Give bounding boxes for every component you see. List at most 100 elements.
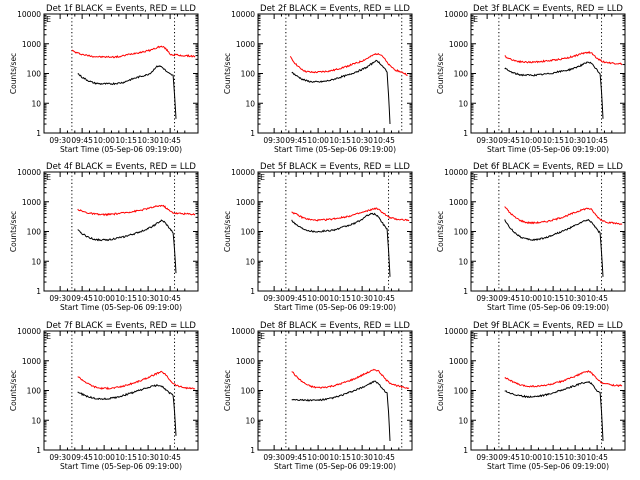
lld-series-line — [291, 207, 410, 222]
events-series-line — [504, 61, 604, 119]
x-tick-label: 10:00 — [93, 136, 115, 145]
lld-series-line — [291, 368, 410, 390]
detector-panel-7: Det 7f BLACK = Events, RED = LLD 1 10 100 10… — [9, 321, 199, 471]
events-series-line — [77, 65, 177, 119]
x-tick-label: 09:45 — [498, 453, 520, 462]
detector-panel-8: Det 8f BLACK = Events, RED = LLD 1 10 100 10… — [223, 321, 413, 471]
events-series-line — [504, 218, 604, 277]
x-tick-label: 10:30 — [137, 136, 159, 145]
x-axis-label: Start Time (05-Sep-06 09:19:00) — [274, 462, 396, 471]
flag-label: E — [473, 173, 478, 182]
x-tick-label: 09:45 — [285, 136, 307, 145]
x-axis-label: Start Time (05-Sep-06 09:19:00) — [60, 303, 182, 312]
y-tick-label: 1000 — [449, 40, 468, 49]
y-tick-label: 10000 — [231, 327, 255, 336]
y-tick-label: 10000 — [231, 10, 255, 19]
x-tick-label: 10:00 — [520, 136, 542, 145]
lld-series-line — [504, 50, 623, 66]
y-tick-label: 1 — [250, 287, 255, 296]
panel-title: Det 3f BLACK = Events, RED = LLD — [473, 4, 623, 14]
x-tick-label: 10:30 — [351, 453, 373, 462]
x-tick-label: 10:15 — [329, 453, 351, 462]
panel-title: Det 4f BLACK = Events, RED = LLD — [46, 162, 196, 172]
y-tick-label: 100 — [241, 70, 256, 79]
lld-series-line — [504, 206, 623, 226]
x-tick-label: 10:45 — [373, 453, 395, 462]
x-tick-label: 09:30 — [263, 294, 285, 303]
y-tick-label: 100 — [454, 70, 469, 79]
x-tick-label: 10:30 — [351, 136, 373, 145]
flag-label: E — [473, 332, 478, 341]
flag-label: E — [46, 332, 51, 341]
x-tick-label: 10:45 — [159, 453, 181, 462]
y-tick-label: 1 — [36, 287, 41, 296]
x-tick-label: 09:30 — [49, 294, 71, 303]
y-axis-label: Counts/sec — [223, 370, 232, 411]
flag-label: E — [46, 15, 51, 24]
x-tick-label: 10:15 — [542, 136, 564, 145]
x-tick-label: 09:45 — [71, 453, 93, 462]
x-tick-label: 10:45 — [586, 136, 608, 145]
y-tick-label: 1 — [463, 446, 468, 455]
x-tick-label: 10:15 — [115, 294, 137, 303]
flag-label: E — [260, 173, 265, 182]
lld-series-line — [77, 370, 196, 391]
y-tick-label: 1000 — [22, 198, 41, 207]
x-axis-label: Start Time (05-Sep-06 09:19:00) — [60, 462, 182, 471]
x-tick-label: 10:30 — [564, 453, 586, 462]
y-tick-label: 1000 — [236, 357, 255, 366]
detector-panel-9: Det 9f BLACK = Events, RED = LLD 1 10 100 10… — [436, 321, 626, 471]
x-axis-label: Start Time (05-Sep-06 09:19:00) — [487, 462, 609, 471]
y-tick-label: 10 — [458, 416, 468, 425]
x-tick-label: 09:30 — [49, 453, 71, 462]
flag-label: E — [260, 332, 265, 341]
x-axis-label: Start Time (05-Sep-06 09:19:00) — [487, 303, 609, 312]
panel-title: Det 7f BLACK = Events, RED = LLD — [46, 321, 196, 331]
x-tick-label: 10:15 — [542, 453, 564, 462]
y-tick-label: 100 — [241, 228, 256, 237]
detector-panel-3: Det 3f BLACK = Events, RED = LLD 1 10 100 10… — [436, 4, 626, 154]
detector-panel-1: Det 1f BLACK = Events, RED = LLD 1 10 100 10… — [9, 4, 199, 154]
x-tick-label: 10:45 — [586, 453, 608, 462]
detector-panel-4: Det 4f BLACK = Events, RED = LLD 1 10 100 10… — [9, 162, 199, 312]
y-tick-label: 10 — [31, 257, 41, 266]
x-tick-label: 10:45 — [159, 136, 181, 145]
y-axis-label: Counts/sec — [9, 53, 18, 94]
x-tick-label: 09:45 — [285, 294, 307, 303]
y-axis-label: Counts/sec — [436, 211, 445, 252]
y-tick-label: 1 — [463, 287, 468, 296]
y-tick-label: 1000 — [449, 198, 468, 207]
y-axis-label: Counts/sec — [436, 370, 445, 411]
y-tick-label: 10 — [245, 416, 255, 425]
plot-frame — [257, 330, 413, 451]
detector-panel-6: Det 6f BLACK = Events, RED = LLD 1 10 100 10… — [436, 162, 626, 312]
y-tick-label: 100 — [27, 387, 42, 396]
y-tick-label: 1 — [36, 446, 41, 455]
y-tick-label: 10000 — [444, 168, 468, 177]
events-series-line — [291, 212, 391, 277]
y-tick-label: 10000 — [17, 168, 41, 177]
x-tick-label: 09:45 — [498, 136, 520, 145]
x-tick-label: 09:30 — [476, 453, 498, 462]
y-tick-label: 10000 — [444, 327, 468, 336]
lld-series-line — [71, 45, 196, 59]
events-series-line — [77, 219, 177, 274]
x-tick-label: 10:30 — [564, 136, 586, 145]
y-tick-label: 10 — [245, 257, 255, 266]
y-axis-label: Counts/sec — [436, 53, 445, 94]
y-axis-label: Counts/sec — [9, 211, 18, 252]
detector-panel-5: Det 5f BLACK = Events, RED = LLD 1 10 100 10… — [223, 162, 413, 312]
lld-series-line — [77, 204, 196, 217]
x-tick-label: 09:30 — [263, 136, 285, 145]
y-axis-label: Counts/sec — [223, 211, 232, 252]
y-tick-label: 10000 — [17, 10, 41, 19]
y-tick-label: 1 — [36, 129, 41, 138]
panel-title: Det 5f BLACK = Events, RED = LLD — [260, 162, 410, 172]
x-tick-label: 10:00 — [93, 294, 115, 303]
y-tick-label: 100 — [27, 70, 42, 79]
x-tick-label: 10:15 — [542, 294, 564, 303]
x-axis-label: Start Time (05-Sep-06 09:19:00) — [274, 145, 396, 154]
y-tick-label: 1 — [463, 129, 468, 138]
y-tick-label: 1000 — [22, 40, 41, 49]
